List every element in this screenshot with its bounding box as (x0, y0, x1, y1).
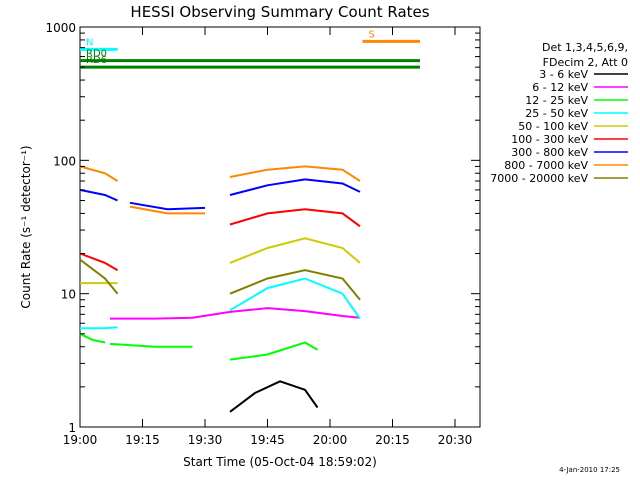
series-line (129, 205, 205, 215)
y-tick-label: 1 (68, 421, 76, 435)
series-line (129, 201, 206, 211)
series-line (79, 165, 119, 182)
y-tick-label: 100 (53, 154, 76, 168)
x-axis-label: Start Time (05-Oct-04 18:59:02) (183, 455, 377, 469)
y-axis-label: Count Rate (s⁻¹ detector⁻¹) (19, 145, 33, 308)
series-line (110, 307, 361, 320)
legend: Det 1,3,4,5,6,9, FDecim 2, Att 03 - 6 keV… (490, 41, 628, 185)
series-line (79, 332, 106, 344)
series-line (79, 188, 118, 202)
legend-entry-7000-20000-kev: 7000 - 20000 keV (490, 172, 588, 185)
y-tick-label: 1000 (45, 21, 76, 35)
series-12-25-kev (79, 332, 318, 361)
x-tick-label: 20:30 (438, 433, 473, 447)
series-7000-20000-kev (79, 258, 361, 301)
legend-entry-300-800-kev: 300 - 800 keV (511, 146, 588, 159)
flag-label-s: S (369, 29, 375, 40)
x-tick-label: 19:00 (63, 433, 98, 447)
series-line (229, 341, 318, 361)
axes: 19:00 19:15 19:30 19:45 20:00 20:15 20:30 1 10 10… (45, 21, 480, 447)
series-line (229, 208, 361, 228)
legend-entry-100-300-kev: 100 - 300 keV (511, 133, 588, 146)
legend-header: Det 1,3,4,5,6,9, (542, 41, 628, 54)
series-300-800-kev (79, 178, 361, 211)
legend-header: FDecim 2, Att 0 (543, 56, 628, 69)
flag-label-n: N (86, 37, 93, 48)
x-tick-label: 19:30 (188, 433, 223, 447)
series-6-12-kev (110, 307, 361, 320)
render-timestamp: 4-Jan-2010 17:25 (559, 466, 620, 474)
series-3-6-kev (229, 380, 319, 413)
chart-title: HESSI Observing Summary Count Rates (130, 3, 429, 21)
x-tick-label: 19:45 (250, 433, 285, 447)
series-100-300-kev (79, 208, 361, 272)
legend-entry-25-50-kev: 25 - 50 keV (525, 107, 588, 120)
series-line (229, 380, 319, 413)
series-line (229, 269, 361, 301)
flag-label-rd6: RD6 (86, 55, 107, 66)
legend-entry-6-12-kev: 6 - 12 keV (532, 81, 588, 94)
x-tick-label: 20:15 (375, 433, 410, 447)
series-50-100-kev (80, 237, 361, 285)
series-line (109, 342, 193, 348)
series-line (229, 277, 361, 320)
series-line (229, 165, 361, 182)
series-line (79, 258, 119, 295)
y-tick-label: 10 (61, 288, 76, 302)
x-tick-label: 19:15 (125, 433, 160, 447)
legend-entry-50-100-kev: 50 - 100 keV (518, 120, 588, 133)
legend-entry-3-6-kev: 3 - 6 keV (539, 68, 588, 81)
x-tick-label: 20:00 (313, 433, 348, 447)
series-800-7000-kev (79, 165, 361, 215)
series-layer (79, 165, 361, 413)
legend-entry-800-7000-kev: 800 - 7000 keV (504, 159, 588, 172)
series-line (229, 178, 361, 196)
series-25-50-kev (80, 277, 361, 330)
series-line (229, 237, 361, 264)
plot-frame (79, 26, 481, 428)
flag-label-rd0: RD0 (86, 49, 107, 60)
legend-entry-12-25-kev: 12 - 25 keV (525, 94, 588, 107)
series-line (80, 326, 118, 330)
series-line (79, 252, 119, 272)
